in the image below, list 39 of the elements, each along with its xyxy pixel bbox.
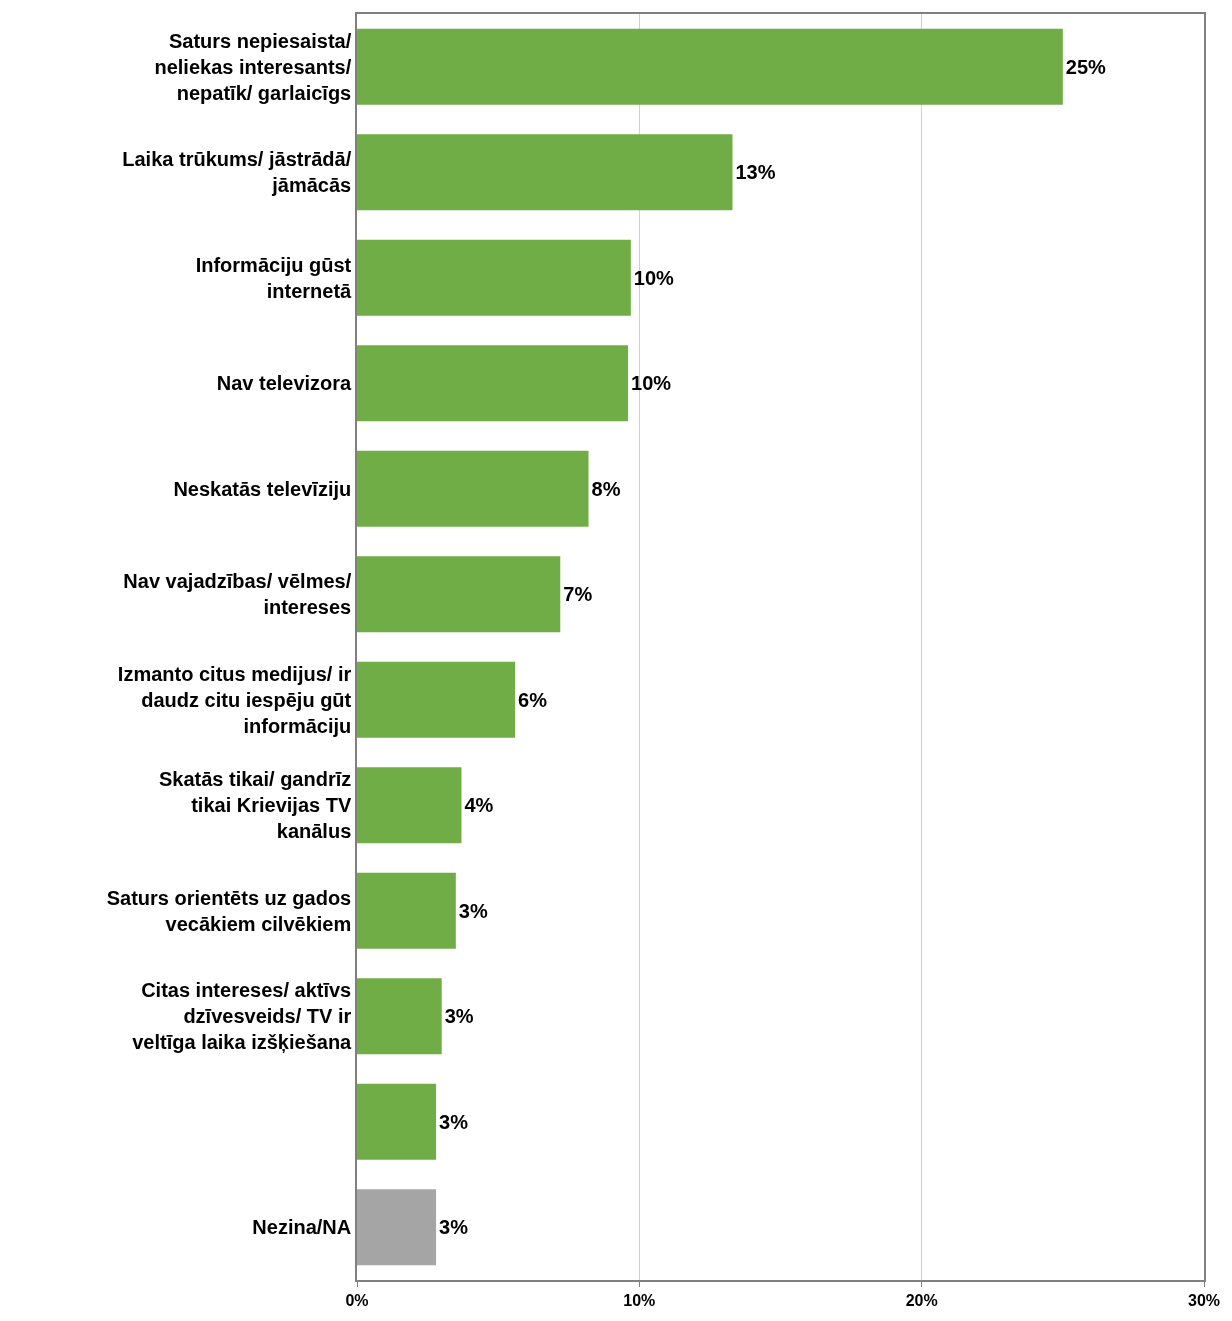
y-tick-label: Informāciju gūst internetā	[195, 253, 353, 302]
data-label: 8%	[591, 477, 621, 500]
data-label: 10%	[633, 266, 675, 289]
y-tick-label: Nav televizora	[216, 372, 353, 395]
bar	[357, 661, 516, 738]
data-label: 4%	[464, 794, 494, 817]
data-label: 6%	[518, 688, 548, 711]
data-label: 13%	[735, 161, 776, 184]
x-tick-label: 20%	[905, 1291, 938, 1309]
data-label: 10%	[631, 372, 672, 395]
bar	[357, 872, 456, 949]
bar	[357, 345, 629, 422]
bar	[357, 767, 462, 844]
data-label: 25%	[1065, 55, 1107, 78]
bar	[357, 28, 1063, 105]
data-label: 3%	[444, 1005, 474, 1028]
y-tick-label: Laika trūkums/ jāstrādā/ jāmācās	[122, 148, 352, 197]
y-tick-label: Citas intereses/ aktīvs dzīvesveids/ TV ir veltīga laika izšķiešana	[132, 979, 353, 1054]
y-tick-label: Nav vajadzības/ vēlmes/ intereses	[123, 570, 352, 619]
bar	[357, 978, 442, 1055]
bar	[357, 1083, 437, 1160]
y-tick-label: Izmanto citus medijus/ ir daudz citu iespēju gūt informāciju	[117, 662, 352, 737]
data-label: 3%	[458, 899, 488, 922]
data-label: 3%	[439, 1216, 469, 1239]
data-label: 3%	[439, 1110, 469, 1133]
y-tick-label: Nezina/NA	[252, 1216, 352, 1239]
bar	[357, 239, 631, 316]
bar	[357, 556, 561, 633]
x-tick-label: 10%	[623, 1291, 656, 1309]
x-tick-label: 30%	[1187, 1291, 1221, 1309]
bar	[357, 134, 733, 211]
y-tick-label: Saturs orientēts uz gados vecākiem cilvēkiem	[106, 886, 352, 935]
y-tick-label: Saturs nepiesaista/ neliekas interesants/ nepatīk/ garlaicīgs	[154, 29, 352, 104]
y-tick-label: Neskatās televīziju	[173, 477, 352, 500]
bar	[357, 450, 589, 527]
data-label: 7%	[563, 583, 593, 606]
y-tick-label: Skatās tikai/ gandrīz tikai Krievijas TV kanālus	[158, 768, 352, 843]
bar	[357, 1189, 437, 1266]
x-tick-label: 0%	[345, 1291, 369, 1309]
